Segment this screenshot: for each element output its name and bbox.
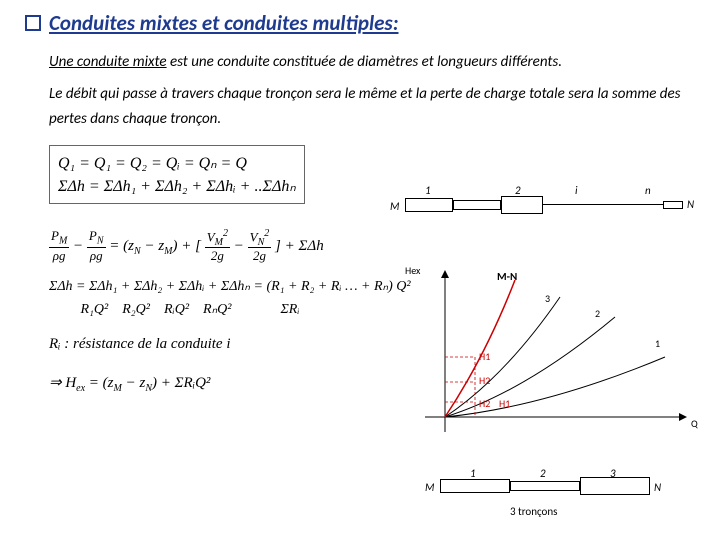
para1-underlined: Une conduite mixte <box>49 53 167 71</box>
paragraph-1: Une conduite mixte est une conduite cons… <box>49 50 695 76</box>
svg-text:H2: H2 <box>479 397 490 410</box>
svg-text:2: 2 <box>595 307 600 320</box>
bottom-M: M <box>425 481 434 494</box>
equation-box: Q₁ = Q₁ = Q₂ = Qᵢ = Qₙ = Q ΣΔh = ΣΔh₁ + … <box>49 145 305 204</box>
chart-mn: M-N <box>497 270 517 283</box>
pipe-lbl-1: 1 <box>425 184 431 197</box>
bullet-icon <box>25 15 41 31</box>
eq-bernoulli: PMρg − PNρg = (zN − zM) + [ VM22g − VN22… <box>49 228 695 265</box>
svg-text:1: 1 <box>655 337 660 350</box>
seg-2: 2 <box>540 467 546 480</box>
bottom-pipe-diagram: M 1 2 3 N 3 tronçons <box>440 475 700 530</box>
svg-text:H1: H1 <box>499 397 510 410</box>
pipe-M: M <box>390 200 399 213</box>
svg-text:H1: H1 <box>479 350 490 363</box>
headloss-chart: Hex Q M-N 3 2 1 H1 H2 H2 H1 <box>405 262 705 492</box>
chart-xlabel: Q <box>691 417 698 430</box>
svg-text:3: 3 <box>545 292 550 305</box>
section-title: Conduites mixtes et conduites multiples: <box>49 10 399 36</box>
seg-1: 1 <box>470 467 476 480</box>
pipe-lbl-n: n <box>645 184 651 197</box>
pipe-N: N <box>687 198 694 211</box>
para1-rest: est une conduite constituée de diamètres… <box>167 53 562 71</box>
title-row: Conduites mixtes et conduites multiples: <box>25 10 695 36</box>
eq-flow: Q₁ = Q₁ = Q₂ = Qᵢ = Qₙ = Q <box>58 153 296 173</box>
bottom-caption: 3 tronçons <box>510 505 557 518</box>
eq-losses: ΣΔh = ΣΔh₁ + ΣΔh₂ + ΣΔhᵢ + ..ΣΔhₙ <box>58 176 296 196</box>
seg-3: 3 <box>610 467 616 480</box>
pipe-lbl-i: i <box>575 184 578 197</box>
chart-ylabel: Hex <box>405 264 421 277</box>
pipe-diagram: M 1 2 i n N <box>405 192 705 222</box>
paragraph-2: Le débit qui passe à travers chaque tron… <box>49 82 695 133</box>
bottom-N: N <box>654 481 661 494</box>
svg-text:H2: H2 <box>479 374 490 387</box>
